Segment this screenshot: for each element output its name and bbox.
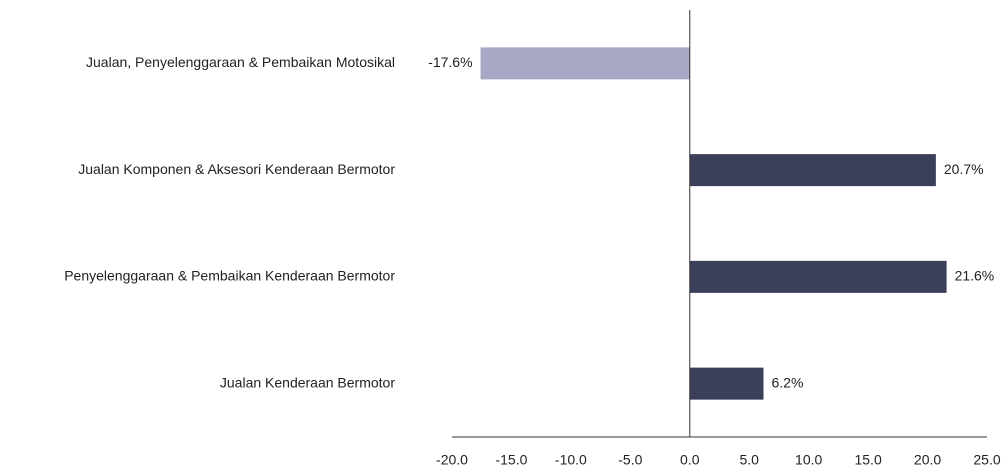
data-label: -17.6% [428, 54, 472, 70]
x-tick-label: 5.0 [739, 452, 759, 468]
y-tick-label: Penyelenggaraan & Pembaikan Kenderaan Be… [64, 268, 395, 284]
x-tick-label: 20.0 [914, 452, 941, 468]
bar [480, 47, 690, 80]
x-tick-label: 0.0 [680, 452, 700, 468]
x-tick-label: 15.0 [854, 452, 881, 468]
x-tick-label: -10.0 [555, 452, 587, 468]
x-tick-label: 10.0 [795, 452, 822, 468]
x-tick-label: -5.0 [618, 452, 642, 468]
bar [689, 260, 947, 293]
bar [689, 367, 764, 400]
data-label: 6.2% [771, 374, 803, 390]
data-label: 20.7% [944, 161, 984, 177]
x-tick-label: 25.0 [973, 452, 1000, 468]
data-label: 21.6% [955, 268, 995, 284]
x-tick-label: -15.0 [495, 452, 527, 468]
y-tick-label: Jualan Kenderaan Bermotor [220, 374, 395, 390]
x-tick-label: -20.0 [436, 452, 468, 468]
y-tick-label: Jualan Komponen & Aksesori Kenderaan Ber… [78, 161, 395, 177]
bar [689, 154, 936, 187]
y-tick-label: Jualan, Penyelenggaraan & Pembaikan Moto… [86, 54, 395, 70]
